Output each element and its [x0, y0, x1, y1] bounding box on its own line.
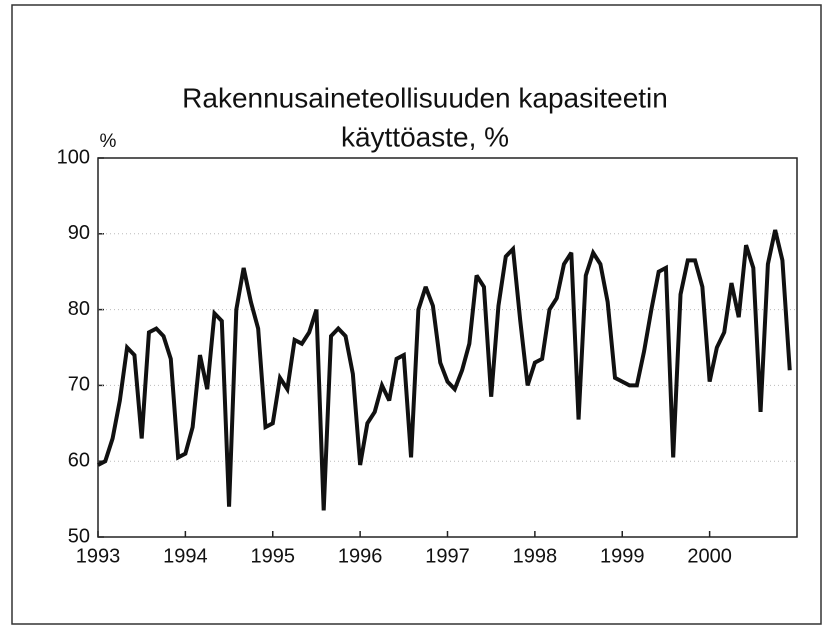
- x-tick-label: 1993: [76, 545, 121, 567]
- x-tick-label: 1997: [425, 545, 470, 567]
- line: [97, 229, 792, 511]
- x-tick-label: 1994: [163, 545, 208, 567]
- x-tick-label: 1996: [338, 545, 383, 567]
- x-tick-label: 1995: [251, 545, 296, 567]
- chart-title: Rakennusaineteollisuuden kapasiteetin: [182, 82, 668, 113]
- x-tick-label: 2000: [687, 545, 732, 567]
- y-tick-label: 90: [68, 222, 90, 244]
- y-tick-label: 100: [57, 146, 90, 168]
- x-tick-label: 1999: [600, 545, 645, 567]
- y-tick-label: 60: [68, 449, 90, 471]
- y-axis-label: %: [100, 131, 117, 152]
- chart-title: käyttöaste, %: [341, 121, 509, 152]
- y-tick-label: 50: [68, 525, 90, 547]
- x-tick-label: 1998: [513, 545, 558, 567]
- frame: [11, 4, 822, 625]
- y-tick-label: 80: [68, 298, 90, 320]
- y-tick-label: 70: [68, 374, 90, 396]
- plot-area: [97, 157, 798, 538]
